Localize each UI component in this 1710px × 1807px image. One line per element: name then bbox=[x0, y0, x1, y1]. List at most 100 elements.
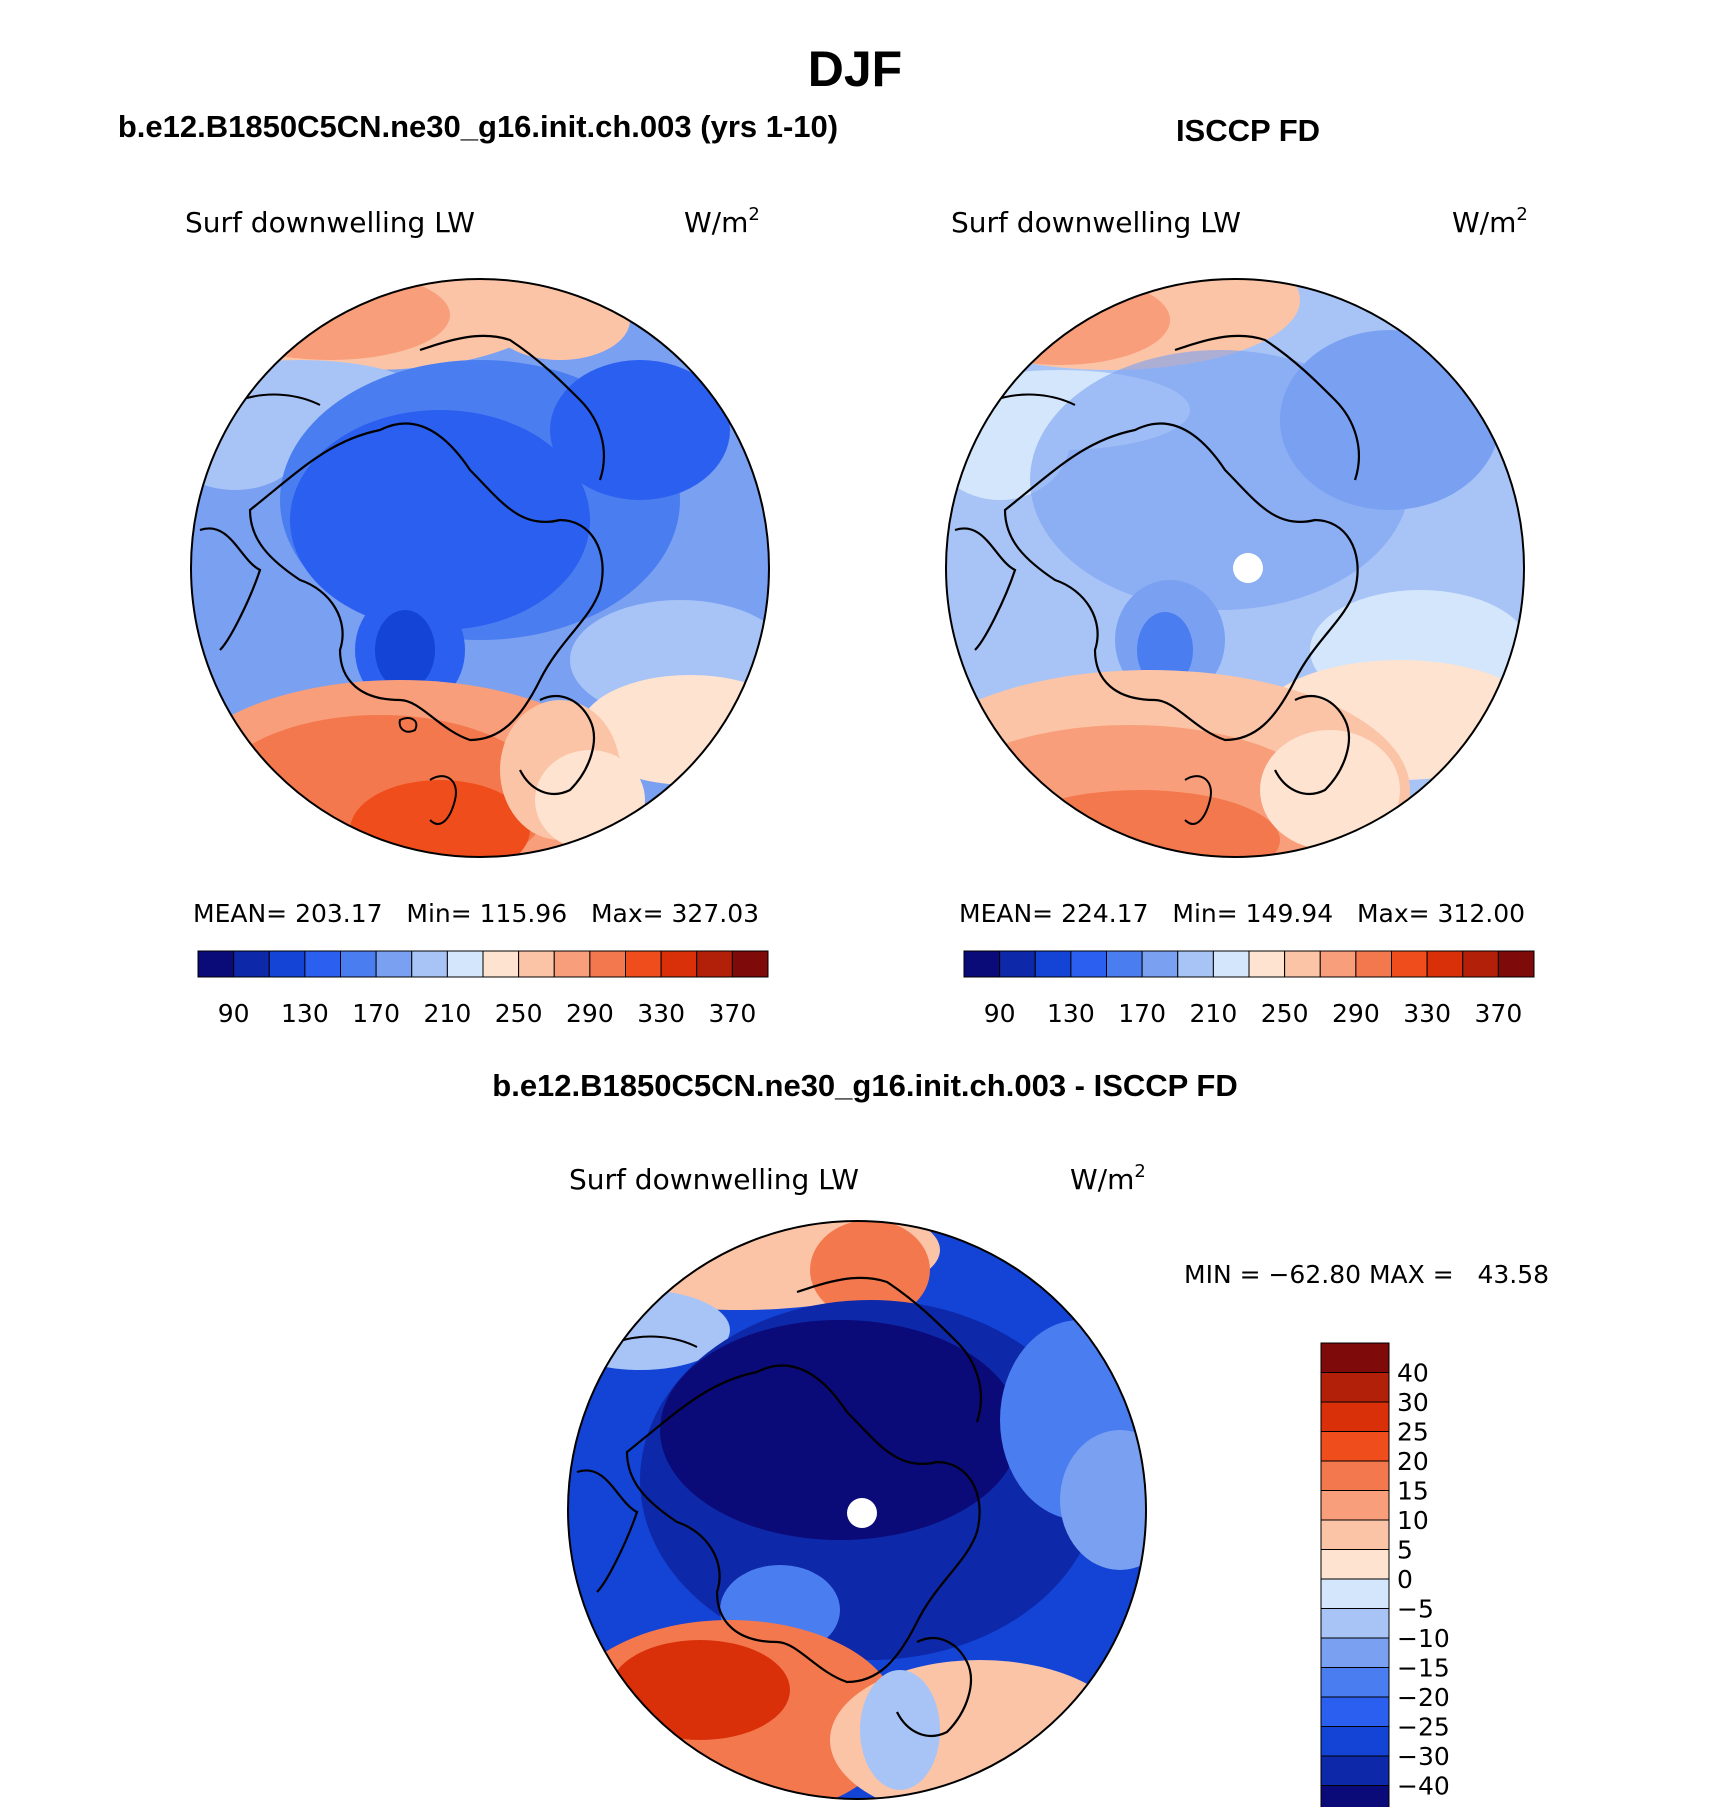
panel-obs-heading: ISCCP FD bbox=[1176, 113, 1320, 148]
panel-model-colorbar-swatch bbox=[589, 950, 626, 978]
panel-model-colorbar-label: 290 bbox=[566, 999, 614, 1028]
panel-obs-colorbar-label: 90 bbox=[984, 999, 1016, 1028]
panel-obs-colorbar-label: 170 bbox=[1118, 999, 1166, 1028]
panel-diff-colorbar-swatch bbox=[1320, 1460, 1390, 1491]
panel-diff-units-sup: 2 bbox=[1134, 1161, 1145, 1182]
panel-obs: ISCCP FD Surf downwelling LW W/m2 bbox=[945, 113, 1535, 1028]
panel-obs-units: W/m2 bbox=[1452, 204, 1528, 239]
panel-diff-colorbar-label: 10 bbox=[1397, 1506, 1429, 1535]
panel-obs-colorbar-swatch bbox=[1284, 950, 1321, 978]
panel-diff-heading: b.e12.B1850C5CN.ne30_g16.init.ch.003 - I… bbox=[492, 1068, 1237, 1103]
panel-diff-colorbar-swatch bbox=[1320, 1637, 1390, 1668]
panel-diff-colorbar bbox=[1320, 1342, 1390, 1807]
panel-obs-colorbar-swatch bbox=[1248, 950, 1286, 978]
panel-diff-colorbar-label: −20 bbox=[1397, 1683, 1450, 1712]
panel-diff-colorbar-label: 20 bbox=[1397, 1447, 1429, 1476]
panel-diff-units: W/m2 bbox=[1070, 1161, 1146, 1196]
panel-diff-colorbar-swatch bbox=[1320, 1726, 1390, 1757]
panel-model-colorbar-swatch bbox=[482, 950, 520, 978]
panel-model-colorbar-swatch bbox=[660, 950, 698, 978]
panel-model-colorbar-label: 90 bbox=[218, 999, 250, 1028]
panel-obs-map-border bbox=[945, 278, 1525, 858]
panel-obs-colorbar-label: 330 bbox=[1403, 999, 1451, 1028]
panel-diff-stats: MIN = −62.80 MAX = 43.58 bbox=[1184, 1260, 1549, 1289]
panel-model-units-text: W/m bbox=[684, 206, 748, 239]
panel-obs-units-text: W/m bbox=[1452, 206, 1516, 239]
panel-model-colorbar bbox=[197, 950, 769, 978]
panel-model-colorbar-swatch bbox=[411, 950, 448, 978]
panel-obs-colorbar-label: 130 bbox=[1047, 999, 1095, 1028]
panel-model-colorbar-label: 130 bbox=[281, 999, 329, 1028]
panel-obs-pole-mask bbox=[1233, 553, 1263, 583]
panel-model-units-sup: 2 bbox=[748, 204, 759, 225]
panel-obs-colorbar-swatch bbox=[1070, 950, 1107, 978]
panel-diff-colorbar-label: −5 bbox=[1397, 1595, 1434, 1624]
panel-diff-colorbar-label: 40 bbox=[1397, 1359, 1429, 1388]
panel-model-colorbar-label: 330 bbox=[637, 999, 685, 1028]
panel-obs-colorbar-swatch bbox=[1462, 950, 1499, 978]
panel-model-colorbar-swatch bbox=[304, 950, 341, 978]
panel-model-colorbar-label: 210 bbox=[424, 999, 472, 1028]
panel-obs-colorbar-swatch bbox=[1141, 950, 1179, 978]
panel-model-heading: b.e12.B1850C5CN.ne30_g16.init.ch.003 (yr… bbox=[118, 109, 838, 144]
panel-obs-colorbar-swatch bbox=[1497, 950, 1535, 978]
panel-obs-colorbar-labels: 90 130 170 210 250 290 330 370 bbox=[984, 999, 1523, 1028]
panel-model-colorbar-swatch bbox=[446, 950, 484, 978]
panel-obs-colorbar-swatch bbox=[1034, 950, 1072, 978]
panel-obs-colorbar-swatch bbox=[1355, 950, 1392, 978]
panel-diff-colorbar-swatch bbox=[1320, 1608, 1390, 1639]
panel-model-colorbar-swatch bbox=[518, 950, 555, 978]
panel-obs-variable: Surf downwelling LW bbox=[951, 206, 1241, 239]
panel-obs-colorbar-swatch bbox=[1212, 950, 1250, 978]
panel-diff-colorbar-swatch bbox=[1320, 1696, 1390, 1727]
panel-model-colorbar-label: 370 bbox=[709, 999, 757, 1028]
panel-model-colorbar-swatch bbox=[375, 950, 413, 978]
panel-obs-colorbar-label: 210 bbox=[1190, 999, 1238, 1028]
panel-model-stats: MEAN= 203.17 Min= 115.96 Max= 327.03 bbox=[193, 899, 759, 928]
panel-model-colorbar-swatch bbox=[340, 950, 377, 978]
panel-model-colorbar-swatch bbox=[625, 950, 662, 978]
panel-obs-colorbar-swatch bbox=[1106, 950, 1143, 978]
panel-model-variable: Surf downwelling LW bbox=[185, 206, 475, 239]
panel-model-colorbar-label: 170 bbox=[352, 999, 400, 1028]
panel-obs-colorbar-swatch bbox=[1177, 950, 1214, 978]
panel-obs-colorbar-swatch bbox=[999, 950, 1036, 978]
panel-model: b.e12.B1850C5CN.ne30_g16.init.ch.003 (yr… bbox=[118, 109, 838, 1028]
panel-obs-colorbar-swatch bbox=[963, 950, 1001, 978]
panel-diff-colorbar-swatch bbox=[1320, 1667, 1390, 1698]
panel-diff-colorbar-label: −25 bbox=[1397, 1713, 1450, 1742]
panel-model-map bbox=[191, 279, 769, 857]
panel-diff-colorbar-swatch bbox=[1320, 1578, 1390, 1609]
panel-diff-colorbar-swatch bbox=[1320, 1342, 1390, 1373]
panel-obs-colorbar-label: 290 bbox=[1332, 999, 1380, 1028]
panel-model-colorbar-swatch bbox=[696, 950, 733, 978]
panel-diff-colorbar-swatch bbox=[1320, 1519, 1390, 1550]
panel-diff-units-text: W/m bbox=[1070, 1163, 1134, 1196]
panel-diff-colorbar-label: 0 bbox=[1397, 1565, 1413, 1594]
panel-obs-stats: MEAN= 224.17 Min= 149.94 Max= 312.00 bbox=[959, 899, 1525, 928]
panel-diff-colorbar-label: −15 bbox=[1397, 1654, 1450, 1683]
panel-model-colorbar-label: 250 bbox=[495, 999, 543, 1028]
panel-diff-map-border bbox=[567, 1220, 1147, 1800]
panel-diff-colorbar-label: 25 bbox=[1397, 1418, 1429, 1447]
panel-diff-variable: Surf downwelling LW bbox=[569, 1163, 859, 1196]
panel-diff-colorbar-label: 15 bbox=[1397, 1477, 1429, 1506]
panel-model-units: W/m2 bbox=[684, 204, 760, 239]
panel-diff-pole-mask bbox=[847, 1498, 877, 1528]
panel-obs-colorbar-swatch bbox=[1426, 950, 1464, 978]
panel-diff-colorbar-swatch bbox=[1320, 1401, 1390, 1432]
panel-diff-colorbar-swatch bbox=[1320, 1785, 1390, 1807]
panel-obs-colorbar-label: 370 bbox=[1475, 999, 1523, 1028]
panel-obs-colorbar bbox=[963, 950, 1535, 978]
panel-diff-colorbar-swatch bbox=[1320, 1549, 1390, 1580]
panel-obs-colorbar-swatch bbox=[1391, 950, 1428, 978]
panel-obs-map bbox=[946, 279, 1524, 857]
panel-obs-colorbar-swatch bbox=[1319, 950, 1357, 978]
panel-diff-colorbar-label: −30 bbox=[1397, 1742, 1450, 1771]
panel-model-colorbar-swatch bbox=[197, 950, 235, 978]
panel-diff-colorbar-swatch bbox=[1320, 1755, 1390, 1786]
panel-obs-units-sup: 2 bbox=[1516, 204, 1527, 225]
panel-model-colorbar-labels: 90 130 170 210 250 290 330 370 bbox=[218, 999, 757, 1028]
panel-model-map-border bbox=[190, 278, 770, 858]
